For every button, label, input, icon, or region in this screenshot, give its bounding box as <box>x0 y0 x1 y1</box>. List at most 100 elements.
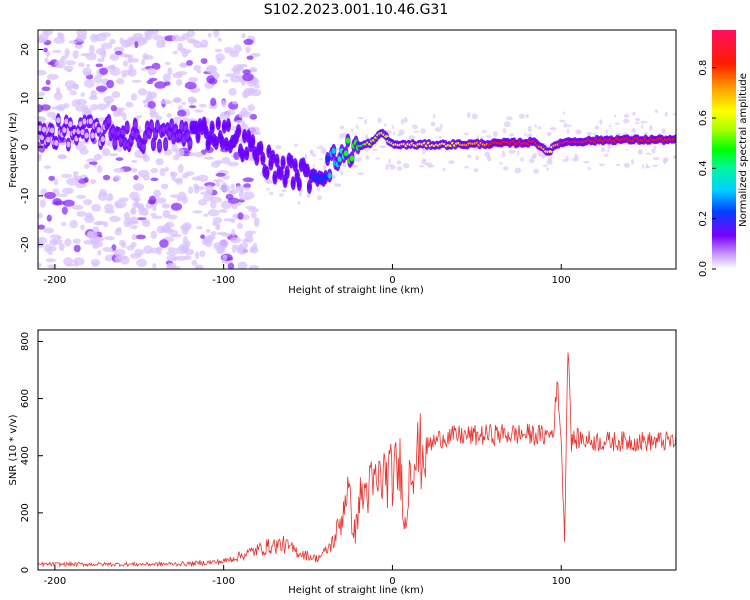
spectral-noise-blob <box>111 90 121 99</box>
spectral-ridge-point <box>242 133 247 140</box>
spectral-noise-blob <box>46 73 59 80</box>
spectral-noise-blob <box>120 53 130 58</box>
spectral-noise-blob <box>114 50 123 56</box>
spectral-noise-blob <box>340 170 344 176</box>
spectral-noise-blob <box>304 153 308 160</box>
spectral-noise-blob <box>55 87 61 95</box>
spectral-noise-blob <box>396 160 402 165</box>
spectral-noise-blob <box>38 69 47 76</box>
spectral-noise-blob <box>316 195 322 200</box>
spectral-noise-blob <box>191 259 198 266</box>
spectral-noise-blob <box>537 126 542 130</box>
snr-data-point <box>282 544 283 545</box>
spectral-noise-blob <box>130 208 136 214</box>
spectral-noise-blob <box>298 191 303 197</box>
snr-y-tick-label: 400 <box>20 446 31 465</box>
snr-data-point <box>400 467 401 468</box>
spectral-noise-blob <box>99 32 111 38</box>
spectral-ridge-point <box>155 123 160 130</box>
spectral-ridge-point <box>203 129 209 136</box>
spectral-noise-blob <box>503 166 509 171</box>
spectral-noise-blob <box>66 86 73 91</box>
snr-data-point <box>552 432 553 433</box>
spectral-noise-blob <box>388 164 393 167</box>
spectral-noise-blob <box>222 254 228 261</box>
spectral-noise-blob <box>58 243 65 252</box>
spectral-noise-blob <box>38 116 47 123</box>
spectrogram-y-tick-label: -20 <box>20 236 31 252</box>
spectral-noise-blob <box>375 157 381 160</box>
snr-background <box>38 330 676 570</box>
spectral-noise-blob <box>172 72 183 79</box>
spectral-noise-blob <box>599 119 603 125</box>
spectral-noise-blob <box>165 266 177 269</box>
spectral-noise-blob <box>606 149 610 152</box>
spectral-ridge-point <box>130 130 136 137</box>
spectral-noise-blob <box>84 163 90 170</box>
spectral-noise-blob <box>651 148 656 154</box>
spectral-noise-blob <box>646 163 649 168</box>
spectral-noise-blob <box>236 222 244 229</box>
spectral-noise-blob <box>97 58 105 63</box>
spectral-noise-blob <box>156 225 165 234</box>
spectral-noise-blob <box>171 172 176 181</box>
spectral-noise-blob <box>631 128 636 133</box>
spectral-ridge-point <box>100 136 106 143</box>
spectral-noise-blob <box>250 245 256 252</box>
spectral-noise-blob <box>43 227 55 234</box>
spectral-noise-blob <box>148 30 160 35</box>
spectral-noise-blob <box>140 67 147 72</box>
spectral-noise-blob <box>150 177 159 182</box>
spectral-noise-blob <box>178 243 190 252</box>
spectral-noise-blob <box>106 79 115 89</box>
spectral-noise-blob <box>172 50 178 55</box>
spectral-noise-blob <box>228 87 237 96</box>
spectral-noise-blob <box>297 201 301 205</box>
snr-panel: -200 -100 0 100 0 200 400 600 800 Height of stra… <box>8 329 677 596</box>
spectral-noise-blob <box>128 216 139 224</box>
spectral-ridge-point <box>124 124 130 131</box>
spectral-noise-blob <box>87 231 98 237</box>
spectral-noise-blob <box>194 251 200 260</box>
spectral-noise-blob <box>134 201 140 208</box>
spectral-noise-blob <box>69 90 77 96</box>
spectral-noise-blob <box>145 202 153 209</box>
spectral-noise-blob <box>72 238 81 244</box>
spectral-noise-blob <box>95 48 107 56</box>
spectral-noise-blob <box>391 124 394 129</box>
snr-data-point <box>355 535 356 536</box>
spectral-noise-blob <box>46 214 52 222</box>
spectral-noise-blob <box>645 152 652 155</box>
spectral-noise-blob <box>631 159 635 165</box>
spectral-noise-blob <box>166 254 178 262</box>
snr-x-tick-label: -200 <box>44 576 67 587</box>
spectral-ridge-point <box>110 128 116 135</box>
spectral-noise-blob <box>88 161 98 165</box>
spectral-noise-blob <box>232 100 238 105</box>
spectral-noise-blob <box>546 167 550 171</box>
spectral-noise-blob <box>219 184 231 192</box>
spectral-noise-blob <box>51 238 63 245</box>
spectral-noise-blob <box>331 175 336 180</box>
spectral-noise-blob <box>223 46 234 52</box>
spectral-ridge-point <box>177 132 182 139</box>
snr-y-tick-label: 800 <box>20 332 31 351</box>
spectral-noise-blob <box>177 42 184 50</box>
spectral-noise-blob <box>41 86 51 92</box>
spectral-noise-blob <box>43 30 49 35</box>
spectral-ridge-point <box>66 141 71 148</box>
spectral-noise-blob <box>672 154 676 160</box>
spectral-noise-blob <box>44 191 56 200</box>
spectral-noise-blob <box>312 154 317 158</box>
spectral-noise-blob <box>135 234 146 240</box>
spectral-ridge-point <box>141 144 146 151</box>
spectral-noise-blob <box>275 145 282 150</box>
spectral-noise-blob <box>316 186 320 191</box>
spectral-noise-blob <box>93 153 103 161</box>
spectral-noise-blob <box>109 53 120 61</box>
spectral-noise-blob <box>90 33 99 43</box>
spectral-noise-blob <box>217 37 222 42</box>
spectral-noise-blob <box>175 147 185 157</box>
spectral-ridge-point <box>280 159 286 166</box>
spectral-ridge-point <box>163 141 168 148</box>
